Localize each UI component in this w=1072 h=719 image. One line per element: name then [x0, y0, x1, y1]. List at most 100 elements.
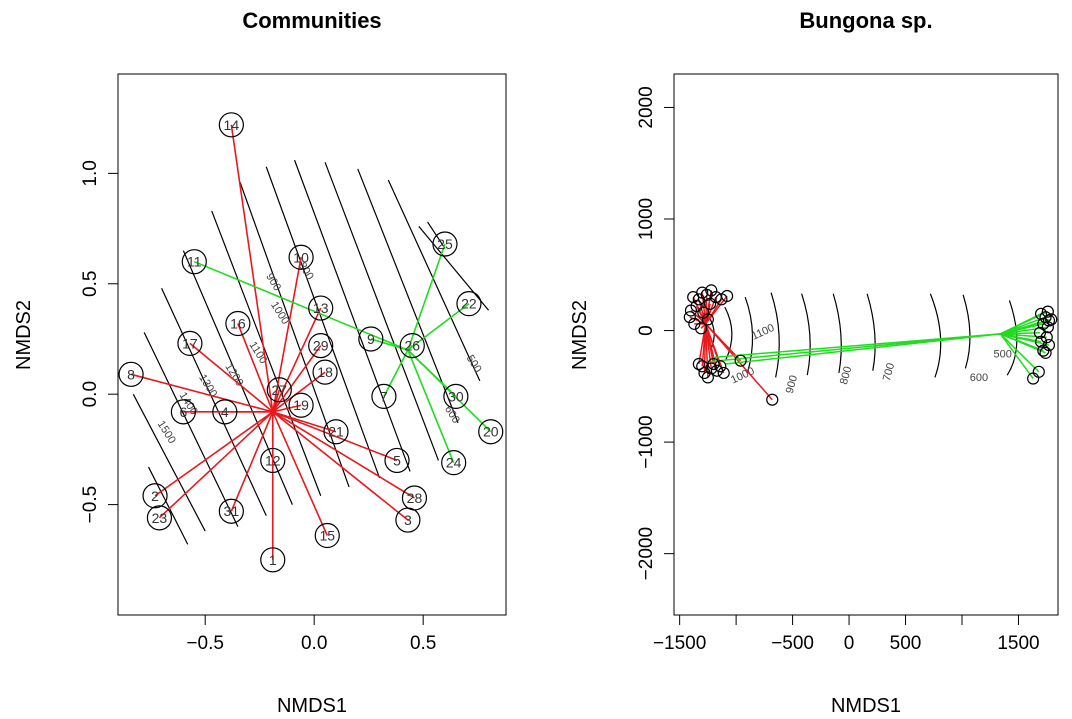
red-spoke	[272, 404, 302, 413]
site-point	[432, 231, 458, 257]
site-label: 5	[393, 452, 401, 468]
contour-line	[387, 179, 481, 382]
site-label: 24	[446, 455, 462, 471]
y-tick-label: 1.0	[80, 160, 101, 186]
species-point	[766, 393, 779, 406]
site-label: 25	[437, 236, 453, 252]
species-point	[701, 371, 714, 384]
contour-line	[801, 293, 811, 376]
red-spoke	[704, 323, 725, 374]
contour-line	[418, 225, 490, 311]
y-tick-label: 0.5	[80, 271, 101, 297]
site-point	[323, 419, 349, 445]
y-tick-label: 0	[636, 325, 657, 336]
site-point	[288, 392, 314, 418]
site-point	[288, 244, 314, 270]
species-point	[1033, 326, 1047, 339]
bungona-title: Bungona sp.	[799, 8, 932, 33]
y-tick-label: −2000	[636, 527, 657, 580]
y-tick-label: −1000	[636, 415, 657, 468]
contour-line	[293, 159, 411, 472]
bungona-panel: Bungona sp. NMDS1 NMDS2 1100 1000 900 800 70…	[569, 8, 1059, 717]
red-spoke	[272, 411, 398, 462]
contour-line	[143, 332, 239, 527]
contour-line	[744, 296, 754, 374]
site-label: 14	[224, 117, 240, 133]
species-point	[696, 360, 709, 373]
green-spoke	[193, 260, 409, 351]
site-point	[181, 249, 207, 275]
site-label: 12	[265, 452, 281, 468]
communities-plot-frame	[117, 73, 507, 616]
bungona-points	[683, 284, 1058, 406]
site-label: 19	[293, 397, 309, 413]
site-label: 7	[380, 388, 388, 404]
contour-line	[147, 466, 189, 545]
bungona-contours: 1100 1000 900 800 700 600 500	[708, 292, 1018, 395]
communities-xlabel: NMDS1	[277, 695, 347, 717]
site-point	[212, 399, 238, 425]
contour-line	[832, 293, 842, 374]
contour-line	[211, 210, 322, 496]
contour-label: 1000	[268, 300, 291, 327]
x-tick-label: −1500	[653, 633, 706, 654]
red-spoke	[704, 323, 718, 371]
x-tick-label: 0.0	[301, 633, 327, 654]
site-point	[441, 450, 467, 476]
species-point	[704, 297, 717, 310]
red-spoke	[158, 411, 274, 519]
species-point	[692, 357, 705, 371]
y-tick-label: 2000	[636, 86, 657, 128]
site-point	[308, 295, 334, 321]
site-point	[177, 330, 203, 356]
site-label: 13	[313, 300, 329, 316]
x-tick-label: 500	[890, 633, 922, 654]
contour-line	[132, 393, 206, 532]
site-point	[399, 333, 425, 359]
green-spoke	[1000, 333, 1050, 346]
site-label: 26	[404, 338, 420, 354]
contour-line	[1006, 300, 1018, 376]
site-label: 21	[328, 424, 344, 440]
x-tick-label: −0.5	[186, 633, 224, 654]
contour-line	[929, 293, 942, 378]
site-label: 1	[269, 552, 277, 568]
site-label: 11	[187, 254, 202, 270]
green-spoke	[383, 349, 409, 397]
x-tick-label: 0.5	[410, 633, 436, 654]
contour-line	[357, 168, 459, 424]
site-point	[225, 310, 251, 337]
green-spoke	[724, 333, 1001, 365]
site-label: 28	[407, 490, 423, 506]
species-point	[701, 313, 714, 326]
contour-label: 500	[464, 353, 484, 375]
contour-label: 1200	[222, 361, 245, 388]
contour-line	[770, 292, 780, 378]
red-spoke	[272, 307, 322, 413]
site-label: 4	[221, 404, 229, 420]
contour-label: 900	[784, 374, 800, 395]
bungona-plot-frame	[673, 73, 1059, 616]
red-spoke	[271, 257, 302, 412]
site-label: 15	[319, 528, 335, 544]
red-spoke	[272, 411, 415, 499]
red-spoke	[698, 323, 707, 365]
site-label: 3	[404, 512, 412, 528]
contour-label: 1100	[750, 322, 777, 343]
site-label: 30	[448, 388, 464, 404]
red-spoke	[237, 323, 274, 413]
contour-line	[866, 293, 876, 371]
species-point	[684, 304, 698, 317]
species-point	[1027, 372, 1040, 385]
green-spoke	[407, 243, 446, 351]
contour-label: 600	[970, 372, 988, 384]
red-spoke	[154, 411, 274, 497]
bungona-xlabel: NMDS1	[831, 695, 901, 717]
species-point	[1037, 344, 1050, 357]
y-tick-label: 0.0	[80, 381, 101, 407]
red-spoke	[272, 345, 322, 413]
contour-line	[265, 166, 381, 479]
site-label: 20	[483, 424, 499, 440]
